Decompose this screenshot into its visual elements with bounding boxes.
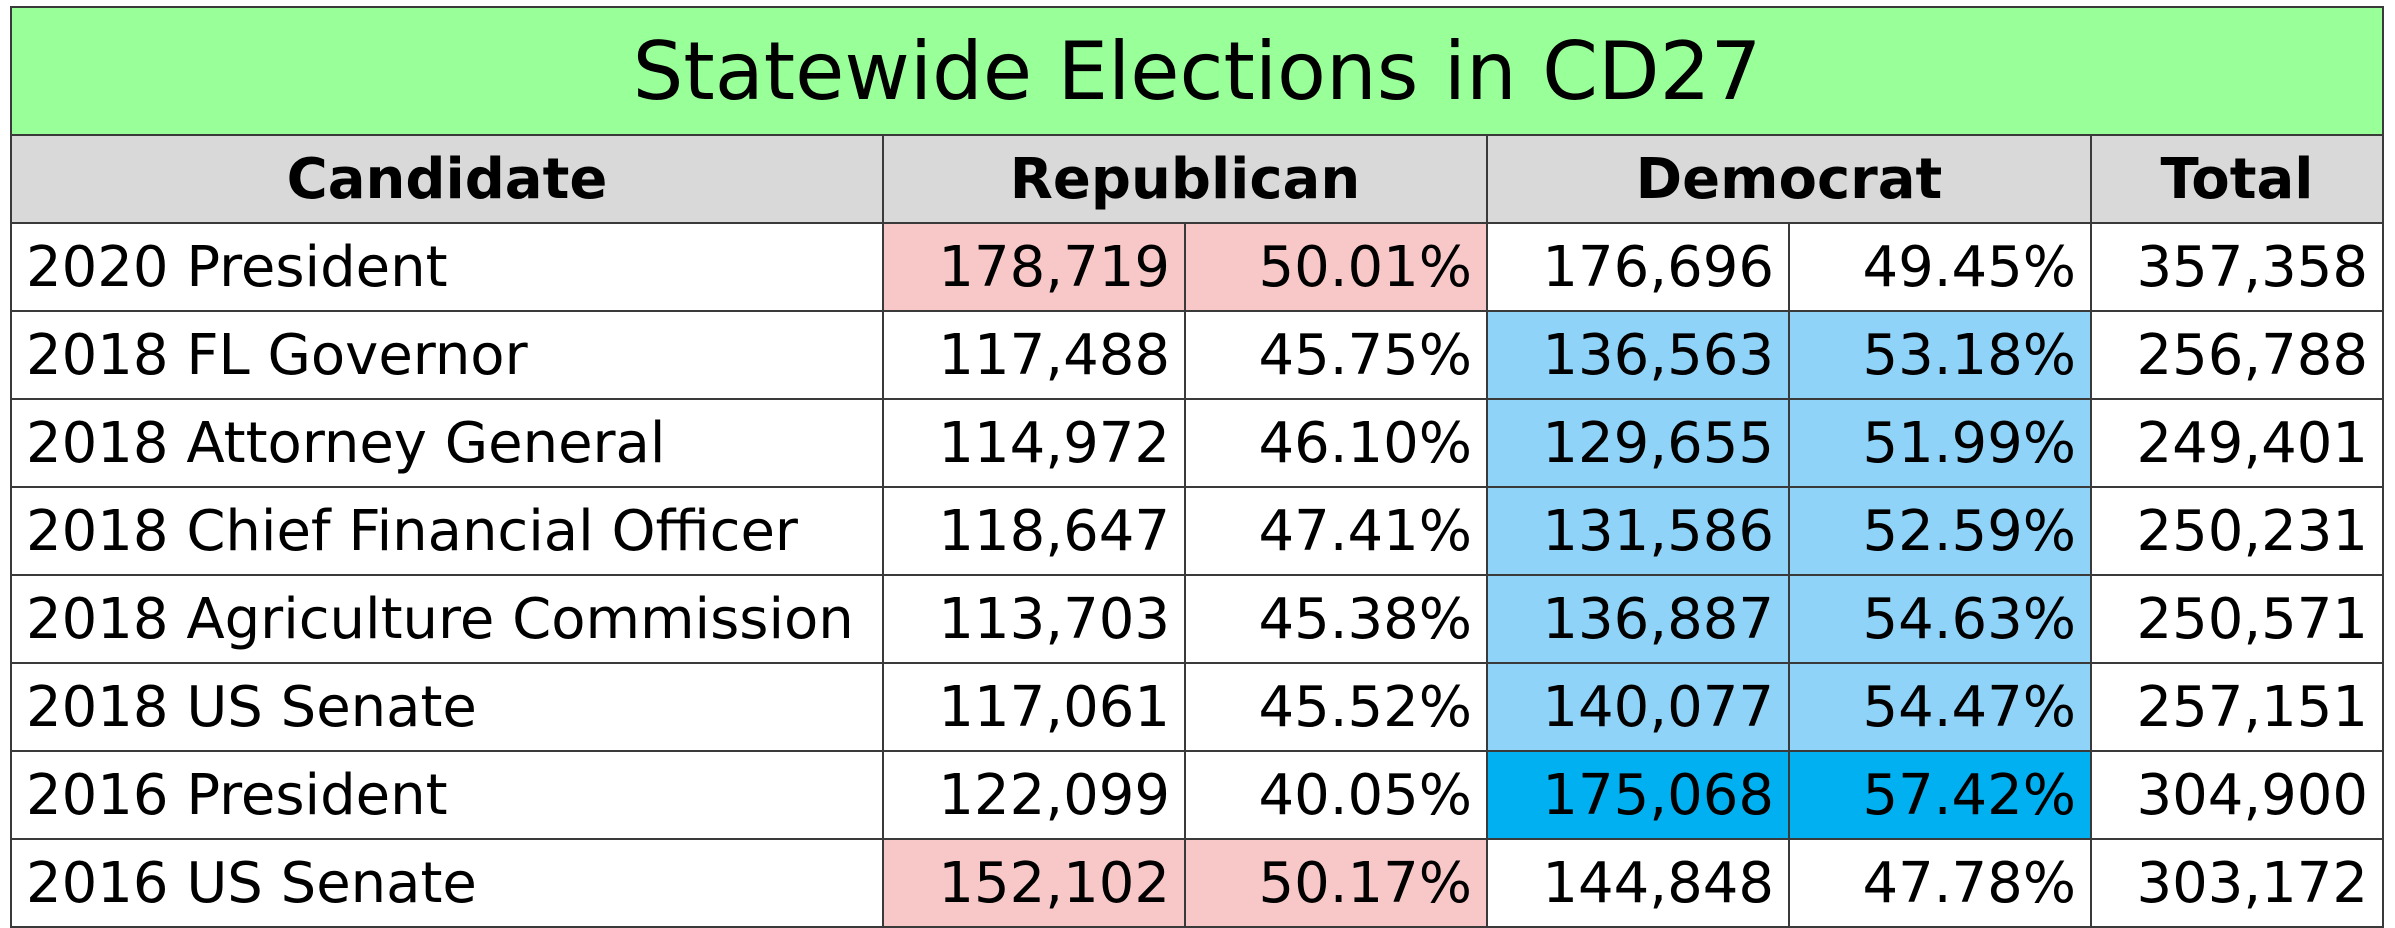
total-cell: 304,900 [2089, 750, 2385, 840]
republican-percent-cell: 45.52% [1184, 662, 1488, 752]
republican-votes-cell: 122,099 [882, 750, 1186, 840]
table-row: 2018 FL Governor 117,488 45.75% 136,563 53.1… [10, 310, 2385, 400]
candidate-cell: 2020 President [10, 222, 884, 312]
candidate-cell: 2018 Chief Financial Officer [10, 486, 884, 576]
republican-percent-cell: 45.38% [1184, 574, 1488, 664]
democrat-percent-cell: 47.78% [1788, 838, 2092, 928]
democrat-votes-cell: 144,848 [1486, 838, 1790, 928]
table-row: 2020 President 178,719 50.01% 176,696 49.45%… [10, 222, 2385, 312]
democrat-votes-cell: 140,077 [1486, 662, 1790, 752]
candidate-cell: 2016 President [10, 750, 884, 840]
republican-votes-cell: 178,719 [882, 222, 1186, 312]
republican-percent-cell: 45.75% [1184, 310, 1488, 400]
total-cell: 257,151 [2089, 662, 2385, 752]
header-candidate: Candidate [10, 134, 884, 224]
republican-percent-cell: 50.01% [1184, 222, 1488, 312]
table-row: 2016 US Senate 152,102 50.17% 144,848 47.78%… [10, 838, 2385, 928]
democrat-votes-cell: 175,068 [1486, 750, 1790, 840]
democrat-percent-cell: 53.18% [1788, 310, 2092, 400]
democrat-percent-cell: 49.45% [1788, 222, 2092, 312]
table-row: 2016 President 122,099 40.05% 175,068 57.42%… [10, 750, 2385, 840]
democrat-votes-cell: 176,696 [1486, 222, 1790, 312]
candidate-cell: 2016 US Senate [10, 838, 884, 928]
header-row: Candidate Republican Democrat Total [10, 134, 2385, 224]
candidate-cell: 2018 FL Governor [10, 310, 884, 400]
candidate-cell: 2018 Attorney General [10, 398, 884, 488]
republican-percent-cell: 40.05% [1184, 750, 1488, 840]
republican-votes-cell: 117,488 [882, 310, 1186, 400]
table-row: 2018 US Senate 117,061 45.52% 140,077 54.47%… [10, 662, 2385, 752]
total-cell: 256,788 [2089, 310, 2385, 400]
democrat-votes-cell: 129,655 [1486, 398, 1790, 488]
table-row: 2018 Attorney General 114,972 46.10% 129,65… [10, 398, 2385, 488]
table-row: 2018 Chief Financial Officer 118,647 47.41… [10, 486, 2385, 576]
republican-votes-cell: 118,647 [882, 486, 1186, 576]
header-total: Total [2089, 134, 2385, 224]
democrat-percent-cell: 51.99% [1788, 398, 2092, 488]
republican-votes-cell: 113,703 [882, 574, 1186, 664]
header-democrat: Democrat [1486, 134, 2092, 224]
democrat-percent-cell: 54.47% [1788, 662, 2092, 752]
candidate-cell: 2018 Agriculture Commission [10, 574, 884, 664]
democrat-votes-cell: 136,887 [1486, 574, 1790, 664]
header-republican: Republican [882, 134, 1488, 224]
table-title: Statewide Elections in CD27 [9, 6, 2385, 136]
democrat-votes-cell: 131,586 [1486, 486, 1790, 576]
table-row: 2018 Agriculture Commission 113,703 45.38%… [10, 574, 2385, 664]
total-cell: 250,571 [2089, 574, 2385, 664]
democrat-percent-cell: 54.63% [1788, 574, 2092, 664]
total-cell: 249,401 [2089, 398, 2385, 488]
republican-votes-cell: 152,102 [882, 838, 1186, 928]
democrat-percent-cell: 57.42% [1788, 750, 2092, 840]
total-cell: 303,172 [2089, 838, 2385, 928]
republican-percent-cell: 47.41% [1184, 486, 1488, 576]
total-cell: 250,231 [2089, 486, 2385, 576]
democrat-percent-cell: 52.59% [1788, 486, 2092, 576]
elections-table: Statewide Elections in CD27 Candidate Re… [9, 6, 2385, 928]
republican-votes-cell: 117,061 [882, 662, 1186, 752]
republican-votes-cell: 114,972 [882, 398, 1186, 488]
democrat-votes-cell: 136,563 [1486, 310, 1790, 400]
total-cell: 357,358 [2089, 222, 2385, 312]
candidate-cell: 2018 US Senate [10, 662, 884, 752]
republican-percent-cell: 46.10% [1184, 398, 1488, 488]
republican-percent-cell: 50.17% [1184, 838, 1488, 928]
